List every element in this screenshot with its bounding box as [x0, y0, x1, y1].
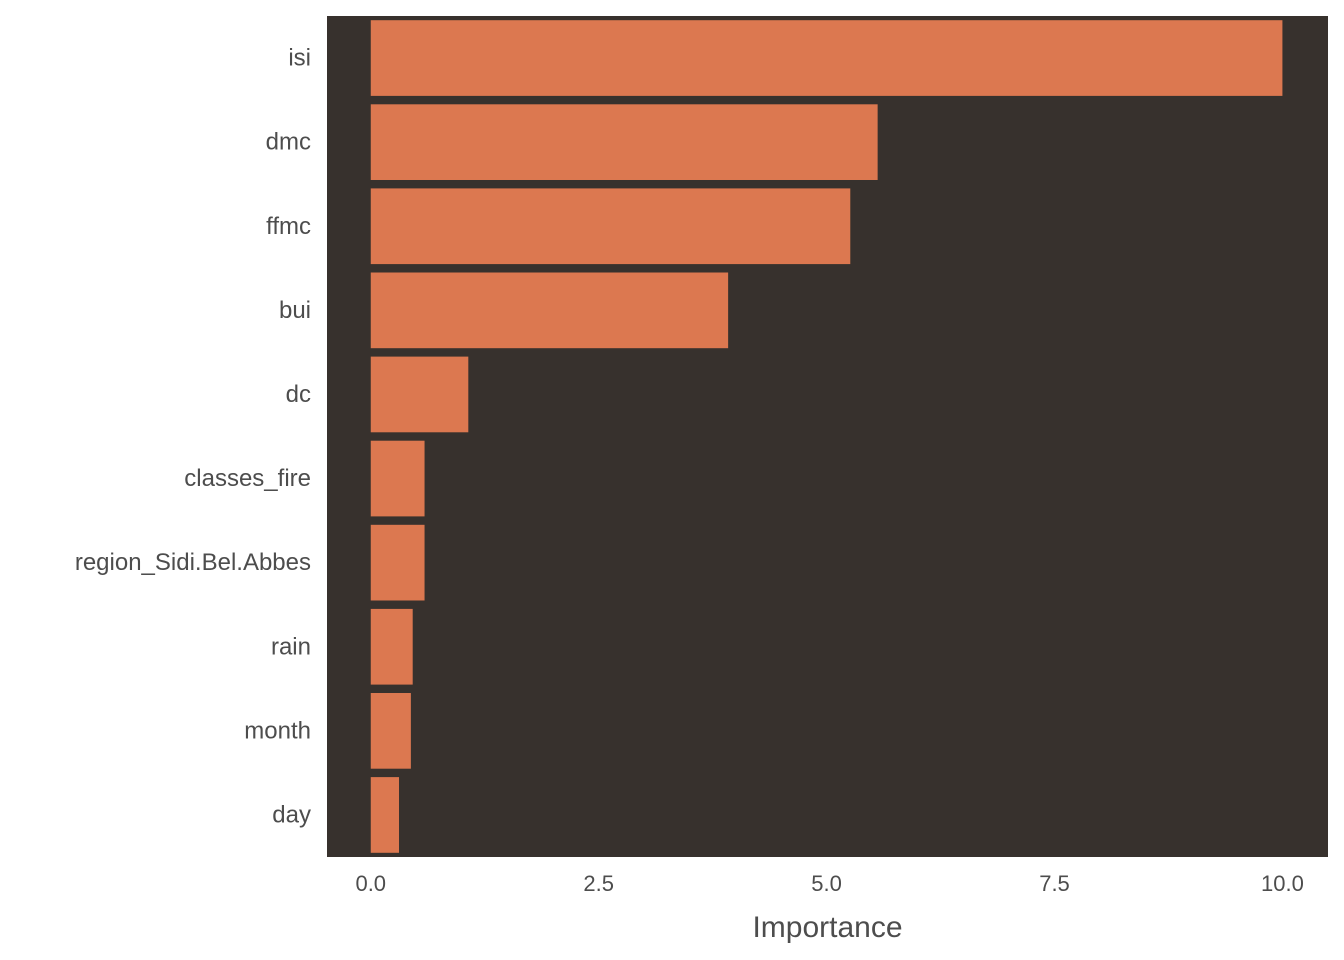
bar-bui: [370, 272, 729, 349]
category-label-region_Sidi.Bel.Abbes: region_Sidi.Bel.Abbes: [75, 549, 311, 576]
x-tick-label: 10.0: [1261, 871, 1304, 896]
bar-dmc: [370, 104, 878, 180]
bar-ffmc: [370, 188, 851, 265]
category-label-bui: bui: [279, 297, 311, 324]
category-label-dmc: dmc: [266, 129, 311, 156]
x-tick-label: 0.0: [355, 871, 386, 896]
bar-region_Sidi.Bel.Abbes: [370, 524, 425, 601]
bar-dc: [370, 356, 469, 433]
category-label-rain: rain: [271, 633, 311, 660]
x-tick-label: 5.0: [811, 871, 842, 896]
bar-isi: [370, 20, 1283, 96]
x-axis-title: Importance: [752, 911, 902, 944]
x-axis-ticks: 0.0 2.5 5.0 7.5 10.0: [355, 871, 1303, 896]
category-label-dc: dc: [286, 381, 311, 408]
bar-rain: [370, 608, 413, 685]
category-label-day: day: [272, 801, 311, 828]
category-label-isi: isi: [288, 45, 311, 72]
category-labels: isi dmc ffmc bui dc classes_fire region_Sidi.B…: [75, 45, 311, 829]
bar-month: [370, 693, 411, 769]
x-tick-label: 7.5: [1039, 871, 1070, 896]
category-label-ffmc: ffmc: [266, 213, 311, 240]
bar-classes_fire: [370, 440, 425, 517]
x-tick-label: 2.5: [583, 871, 614, 896]
category-label-classes_fire: classes_fire: [184, 465, 311, 492]
bars: [370, 20, 1283, 853]
bar-day: [370, 777, 400, 853]
category-label-month: month: [244, 717, 311, 744]
